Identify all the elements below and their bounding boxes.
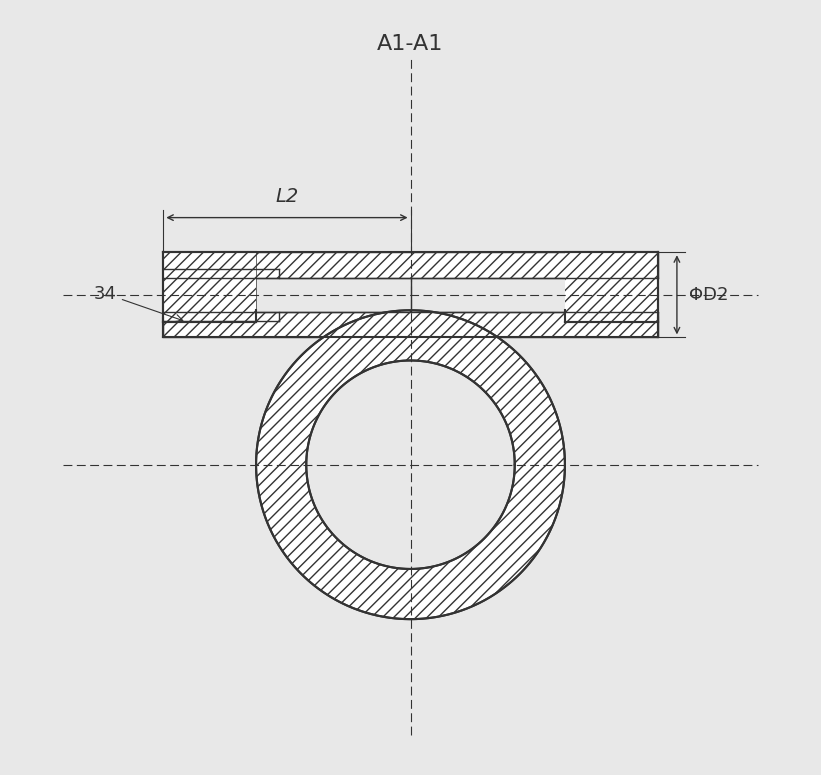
Text: A1-A1: A1-A1: [378, 34, 443, 53]
Bar: [163, 312, 658, 337]
Bar: [163, 253, 658, 278]
Bar: [163, 253, 256, 322]
Bar: [565, 253, 658, 322]
Text: ΦD2: ΦD2: [689, 286, 728, 304]
Text: L2: L2: [275, 187, 299, 206]
Text: 34: 34: [94, 284, 183, 322]
PathPatch shape: [256, 310, 565, 619]
